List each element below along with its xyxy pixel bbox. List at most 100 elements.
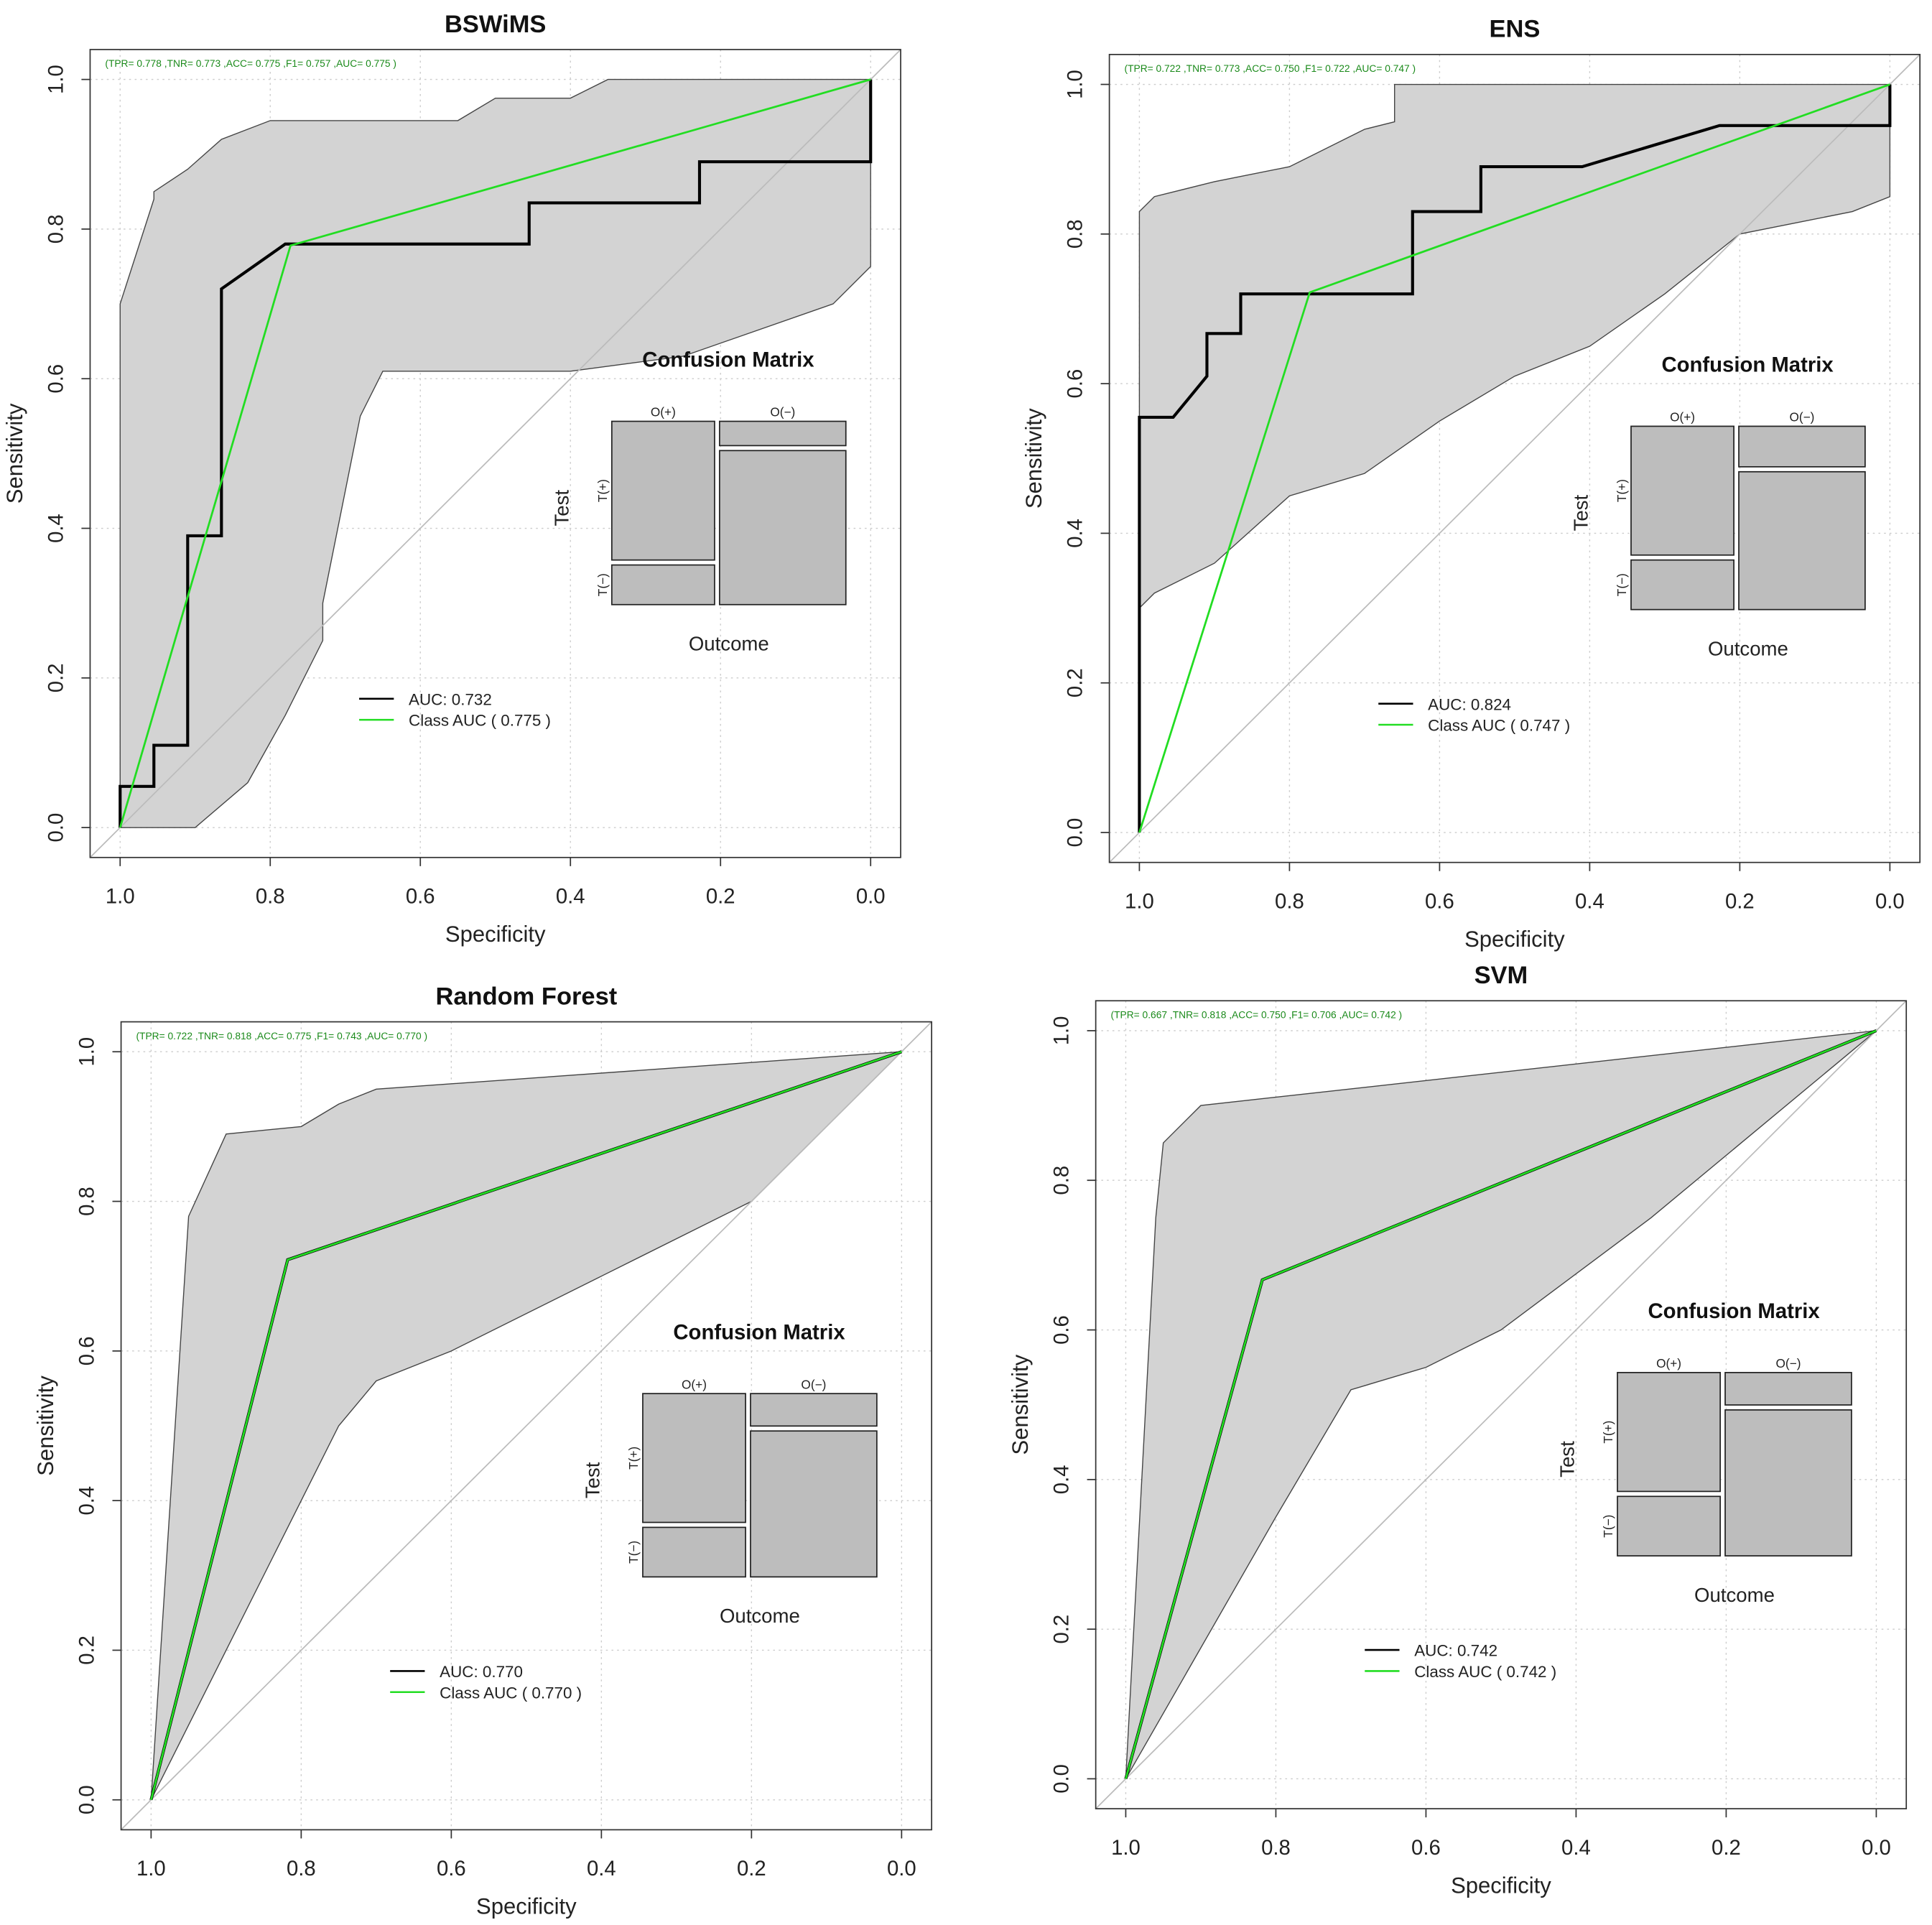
cm-row-label: T(−) xyxy=(626,1541,641,1564)
x-tick-label: 0.2 xyxy=(737,1857,766,1880)
x-tick-label: 1.0 xyxy=(136,1857,166,1880)
cm-row-label: T(+) xyxy=(1601,1421,1615,1444)
ci-band xyxy=(1125,1029,1878,1779)
y-axis-label: Sensitivity xyxy=(33,1376,58,1476)
y-axis-label: Sensitivity xyxy=(2,403,27,504)
y-tick-label: 1.0 xyxy=(1064,70,1087,99)
cm-row-label: T(+) xyxy=(595,479,610,502)
cm-cell-fn xyxy=(610,564,715,606)
cm-row-axis-label: Test xyxy=(1556,1441,1579,1478)
roc-panel-3: 1.0 0.8 0.6 0.4 0.2 0.0 0.0 0.2 0.4 0.6 0.8 1.0 Spec… xyxy=(1008,962,1908,1898)
class-auc-line xyxy=(150,1050,902,1801)
x-tick-label: 0.2 xyxy=(706,885,735,909)
confusion-matrix-title: Confusion Matrix xyxy=(1661,353,1834,377)
x-tick-label: 0.6 xyxy=(437,1857,466,1880)
x-tick-label: 0.2 xyxy=(1712,1836,1741,1860)
cm-row-label: T(+) xyxy=(1615,479,1629,502)
x-tick-label: 0.4 xyxy=(556,885,585,909)
cm-col-axis-label: Outcome xyxy=(720,1605,800,1627)
x-axis-label: Specificity xyxy=(476,1894,577,1919)
y-tick-label: 0.8 xyxy=(45,215,68,244)
y-tick-label: 0.6 xyxy=(75,1336,99,1365)
x-tick-label: 0.8 xyxy=(1275,889,1304,913)
x-axis-label: Specificity xyxy=(445,922,546,947)
y-tick-label: 0.4 xyxy=(1050,1465,1074,1494)
chance-diagonal xyxy=(1095,1000,1907,1809)
x-tick-label: 0.4 xyxy=(1561,1836,1591,1860)
cm-cell-fn xyxy=(1630,559,1734,611)
panel-title: SVM xyxy=(1474,962,1528,989)
cm-row-axis-label: Test xyxy=(582,1462,604,1498)
confusion-matrix-title: Confusion Matrix xyxy=(673,1320,845,1344)
x-tick-label: 0.8 xyxy=(1261,1836,1291,1860)
panel-title: ENS xyxy=(1489,16,1540,43)
cm-cell-fp xyxy=(718,420,847,447)
x-axis-label: Specificity xyxy=(1464,927,1565,952)
y-tick-label: 1.0 xyxy=(1050,1016,1074,1046)
cm-col-axis-label: Outcome xyxy=(689,633,769,655)
class-auc-line xyxy=(119,78,871,828)
x-tick-label: 0.6 xyxy=(1411,1836,1441,1860)
y-axis-label: Sensitivity xyxy=(1008,1354,1033,1455)
y-tick-label: 0.4 xyxy=(45,514,68,543)
chance-diagonal xyxy=(120,1021,932,1831)
cm-col-label: O(+) xyxy=(1656,1356,1681,1370)
cm-cell-tn xyxy=(750,1430,878,1578)
roc-panel-2: 1.0 0.8 0.6 0.4 0.2 0.0 0.0 0.2 0.4 0.6 0.8 1.0 Spec… xyxy=(33,983,932,1919)
metrics-text: (TPR= 0.722 ,TNR= 0.773 ,ACC= 0.750 ,F1=… xyxy=(1125,63,1416,74)
y-tick-label: 0.2 xyxy=(45,663,68,692)
cm-cell-tp xyxy=(642,1393,746,1523)
roc-curve xyxy=(1138,84,1892,833)
legend-label-auc: AUC: 0.770 xyxy=(440,1663,523,1681)
metrics-text: (TPR= 0.722 ,TNR= 0.818 ,ACC= 0.775 ,F1=… xyxy=(136,1031,427,1042)
x-tick-label: 0.6 xyxy=(406,885,435,909)
cm-cell-tn xyxy=(1738,470,1866,611)
y-tick-label: 0.4 xyxy=(75,1486,99,1516)
cm-col-axis-label: Outcome xyxy=(1694,1584,1775,1606)
x-axis-label: Specificity xyxy=(1451,1873,1551,1898)
cm-cell-fp xyxy=(1724,1371,1852,1406)
x-tick-label: 0.2 xyxy=(1725,889,1755,913)
cm-row-axis-label: Test xyxy=(1570,495,1592,532)
chance-diagonal xyxy=(1109,54,1921,863)
y-tick-label: 0.6 xyxy=(45,364,68,394)
y-tick-label: 1.0 xyxy=(75,1037,99,1067)
cm-cell-fp xyxy=(1738,425,1866,468)
legend-label-auc: AUC: 0.732 xyxy=(409,690,492,708)
x-tick-label: 1.0 xyxy=(1125,889,1154,913)
cm-col-label: O(+) xyxy=(1670,410,1695,425)
x-tick-label: 0.0 xyxy=(1875,889,1905,913)
class-auc-line xyxy=(1138,83,1890,833)
cm-cell-tn xyxy=(1724,1409,1852,1557)
y-axis-label: Sensitivity xyxy=(1021,408,1046,509)
cm-col-label: O(−) xyxy=(1789,410,1814,425)
metrics-text: (TPR= 0.778 ,TNR= 0.773 ,ACC= 0.775 ,F1=… xyxy=(105,58,396,69)
plot-frame xyxy=(120,1021,932,1831)
y-tick-label: 0.8 xyxy=(1064,219,1087,249)
cm-col-label: O(−) xyxy=(770,405,795,419)
cm-cell-fn xyxy=(642,1526,746,1578)
plot-frame xyxy=(89,49,901,858)
roc-panel-1: 1.0 0.8 0.6 0.4 0.2 0.0 0.0 0.2 0.4 0.6 0.8 1.0 Spec… xyxy=(1021,16,1921,952)
legend-label-class-auc: Class AUC ( 0.775 ) xyxy=(409,712,551,730)
cm-cell-tp xyxy=(610,420,715,561)
cm-row-axis-label: Test xyxy=(550,490,572,527)
x-tick-label: 0.0 xyxy=(856,885,886,909)
cm-row-label: T(+) xyxy=(626,1447,641,1470)
x-tick-label: 1.0 xyxy=(1111,1836,1141,1860)
legend-label-class-auc: Class AUC ( 0.770 ) xyxy=(440,1684,582,1702)
cm-col-label: O(+) xyxy=(682,1377,707,1391)
y-tick-label: 0.8 xyxy=(75,1187,99,1216)
cm-row-label: T(−) xyxy=(1615,573,1629,596)
cm-row-label: T(−) xyxy=(595,573,610,596)
plot-frame xyxy=(1108,53,1921,863)
legend-label-auc: AUC: 0.742 xyxy=(1414,1642,1497,1660)
y-tick-label: 0.2 xyxy=(1050,1615,1074,1644)
legend-label-auc: AUC: 0.824 xyxy=(1428,695,1511,713)
confusion-matrix-title: Confusion Matrix xyxy=(642,348,814,372)
y-tick-label: 0.8 xyxy=(1050,1166,1074,1195)
class-auc-line xyxy=(1125,1029,1877,1779)
y-tick-label: 0.0 xyxy=(75,1785,99,1814)
cm-cell-tp xyxy=(1630,425,1734,556)
x-tick-label: 0.0 xyxy=(887,1857,916,1880)
